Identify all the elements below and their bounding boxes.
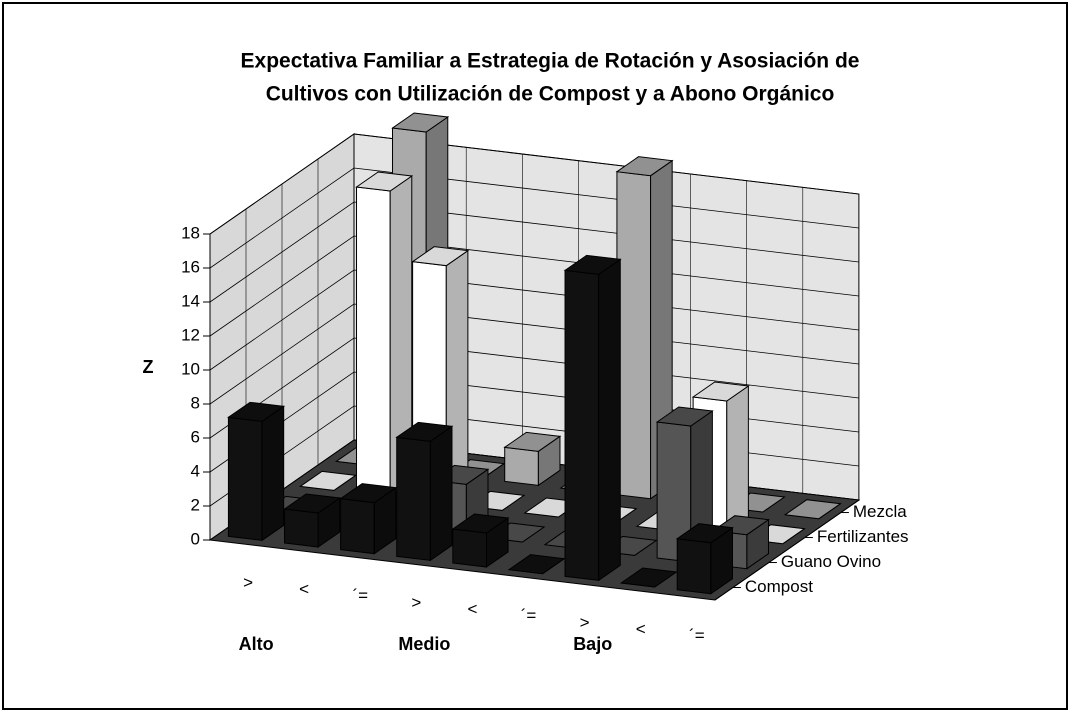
group-label: Medio — [398, 634, 450, 654]
bar-top — [451, 513, 510, 534]
bar — [507, 554, 566, 575]
x-tick-label: ´= — [689, 626, 705, 645]
grid-line — [209, 167, 859, 269]
bar-top — [655, 406, 714, 427]
chart-title: Expectativa Familiar a Estrategia de Rot… — [241, 50, 860, 73]
bar — [655, 406, 714, 563]
z-tick-label: 14 — [181, 291, 200, 310]
bar — [299, 470, 358, 491]
bar-top — [283, 493, 342, 514]
bar — [355, 171, 414, 498]
bar-side — [261, 405, 285, 542]
bar — [783, 499, 842, 520]
bar-top — [355, 171, 414, 192]
z-tick-label: 8 — [191, 393, 200, 412]
bar — [451, 513, 510, 568]
bar-front — [564, 269, 600, 581]
x-tick-label: < — [467, 599, 477, 618]
z-tick-label: 16 — [181, 257, 200, 276]
bar-top — [391, 112, 450, 133]
x-tick-label: > — [580, 613, 590, 632]
grid-line — [209, 201, 859, 303]
bar-top — [411, 246, 470, 267]
bar-top — [339, 483, 398, 504]
series-label: Mezcla — [853, 502, 907, 521]
bar-top — [615, 156, 674, 177]
chart-title: Cultivos con Utilización de Compost y a … — [266, 83, 835, 106]
z-axis-label: Z — [143, 357, 154, 377]
bar-top — [507, 554, 566, 575]
z-tick-label: 4 — [191, 461, 200, 480]
bar — [503, 431, 562, 487]
bar-side — [429, 425, 453, 562]
bar — [283, 493, 342, 548]
bar-front — [504, 446, 539, 486]
x-tick-label: < — [299, 579, 309, 598]
bar-top — [503, 431, 562, 452]
z-tick-label: 10 — [181, 359, 200, 378]
bar-top — [691, 381, 750, 402]
group-label: Alto — [239, 634, 274, 654]
grid-line — [209, 235, 859, 337]
x-tick-label: > — [411, 593, 421, 612]
bar — [615, 156, 674, 500]
bar — [227, 401, 286, 542]
z-tick-label: 6 — [191, 427, 200, 446]
x-tick-label: ´= — [521, 606, 537, 625]
bar-top — [227, 401, 286, 422]
bar-top — [783, 499, 842, 520]
depth-axis — [714, 499, 860, 601]
series-label: Guano Ovino — [781, 552, 881, 571]
bar — [339, 483, 398, 555]
bar-front — [676, 538, 712, 595]
series-label: Fertilizantes — [817, 527, 909, 546]
bar-top — [299, 470, 358, 491]
bar-front — [356, 186, 391, 498]
bar — [675, 523, 734, 595]
series-label: Compost — [745, 577, 813, 596]
bar-top — [395, 421, 454, 442]
bar-front — [616, 171, 652, 500]
bar-front — [396, 436, 431, 561]
bar — [395, 421, 454, 562]
bar — [619, 567, 678, 588]
z-tick-label: 12 — [181, 325, 200, 344]
bar-top — [563, 254, 622, 275]
x-tick-label: > — [243, 573, 253, 592]
bar — [563, 254, 622, 582]
grid-line — [209, 303, 859, 405]
z-tick-label: 18 — [181, 223, 200, 242]
bar-front — [452, 528, 487, 568]
z-tick-label: 0 — [191, 529, 200, 548]
bar-front — [340, 498, 375, 555]
bar-front — [227, 416, 263, 541]
bar-side — [598, 258, 621, 582]
grid-line — [209, 133, 859, 235]
x-tick-label: < — [636, 620, 646, 639]
bar-top — [619, 567, 678, 588]
group-label: Bajo — [573, 634, 612, 654]
bar-top — [675, 523, 734, 544]
z-tick-label: 2 — [191, 495, 200, 514]
x-tick-label: ´= — [352, 586, 368, 605]
grid-line — [209, 269, 859, 371]
bar-side — [726, 385, 749, 538]
bar-front — [284, 508, 319, 548]
